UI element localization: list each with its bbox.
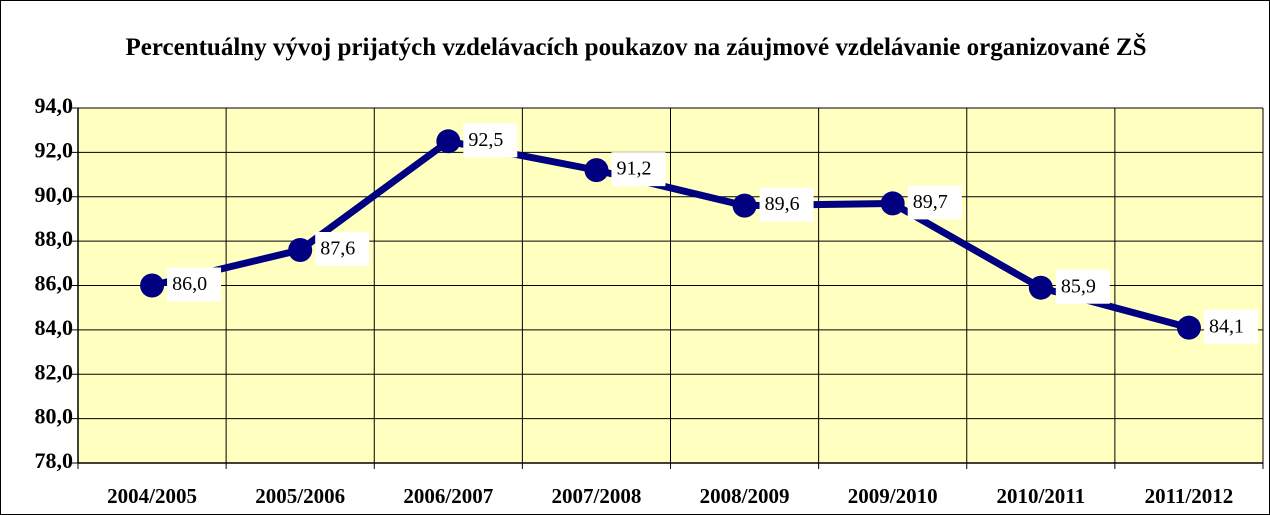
data-label-box [1055,269,1110,304]
data-label: 89,6 [765,193,800,215]
marker [1028,275,1053,300]
y-tick-label: 78,0 [35,448,74,473]
y-tick-label: 92,0 [35,137,74,162]
marker [732,193,757,218]
data-label: 92,5 [468,129,503,151]
chart-title: Percentuálny vývoj prijatých vzdelávacíc… [125,34,1147,61]
marker [288,238,313,262]
x-tick-label: 2008/2009 [700,484,790,508]
y-tick-label: 90,0 [35,182,74,207]
data-label-box [759,187,814,222]
y-tick-label: 88,0 [35,226,74,251]
data-label-box [167,267,222,302]
data-label: 89,7 [913,191,948,213]
y-tick-label: 82,0 [35,359,74,384]
marker [880,191,905,216]
marker [436,129,461,154]
data-label-box [611,152,666,187]
data-label: 87,6 [320,238,355,260]
y-tick-label: 84,0 [35,315,74,340]
y-tick-label: 80,0 [35,404,74,429]
data-label: 85,9 [1061,275,1096,297]
data-label: 86,0 [172,273,207,295]
x-tick-label: 2006/2007 [403,484,493,508]
data-label-box [907,185,962,220]
data-label-box [315,232,370,266]
x-tick-label: 2005/2006 [255,484,345,508]
data-label: 91,2 [616,158,651,180]
y-tick-label: 94,0 [35,93,74,118]
data-label: 84,1 [1209,315,1244,337]
x-tick-label: 2004/2005 [107,484,197,508]
marker [140,273,165,298]
marker [1176,315,1201,340]
data-label-box [1203,309,1258,344]
line [151,137,1190,332]
y-tick-label: 86,0 [35,271,74,296]
x-tick-label: 2010/2011 [996,484,1085,508]
x-tick-label: 2007/2008 [552,484,642,508]
x-tick-label: 2009/2010 [848,484,938,508]
data-label-box [463,123,518,158]
marker [584,158,609,183]
x-tick-label: 2011/2012 [1145,484,1234,508]
